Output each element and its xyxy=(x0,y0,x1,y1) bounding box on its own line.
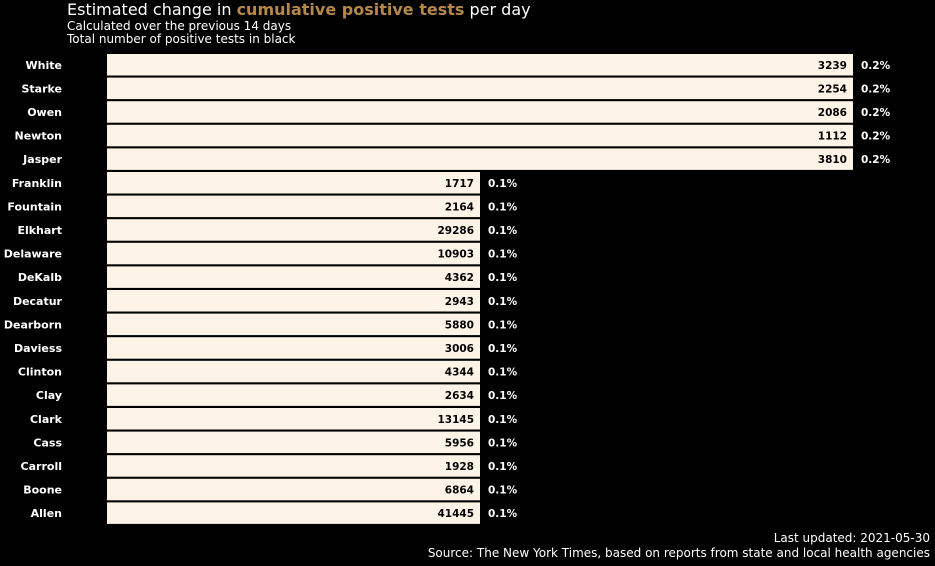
value-label: 0.2% xyxy=(861,83,891,95)
total-label: 5880 xyxy=(445,319,474,331)
chart-header: Estimated change in cumulative positive … xyxy=(67,2,531,46)
value-label: 0.1% xyxy=(488,367,518,379)
total-label: 2254 xyxy=(818,83,847,95)
total-label: 41445 xyxy=(437,508,474,520)
bar xyxy=(107,242,480,265)
bar xyxy=(107,266,480,288)
value-label: 0.1% xyxy=(488,390,518,402)
total-label: 2634 xyxy=(445,390,474,402)
category-label: Clinton xyxy=(18,366,62,379)
bar xyxy=(107,219,480,241)
category-label: Fountain xyxy=(7,200,62,213)
category-label: Daviess xyxy=(14,342,63,355)
category-label: Elkhart xyxy=(17,224,62,237)
value-label: 0.1% xyxy=(488,296,518,308)
source-note: Source: The New York Times, based on rep… xyxy=(427,546,930,560)
category-label: White xyxy=(26,59,62,72)
value-label: 0.1% xyxy=(488,343,518,355)
value-label: 0.1% xyxy=(488,461,518,473)
value-label: 0.1% xyxy=(488,437,518,449)
bar xyxy=(107,54,853,76)
value-label: 0.1% xyxy=(488,272,518,284)
bar xyxy=(107,337,480,359)
bar xyxy=(107,384,480,406)
title-suffix: per day xyxy=(464,0,531,19)
value-label: 0.1% xyxy=(488,178,518,190)
chart-subtitle: Calculated over the previous 14 days xyxy=(67,19,292,33)
bar xyxy=(107,172,480,194)
category-label: Jasper xyxy=(22,153,62,166)
bar xyxy=(107,101,853,123)
category-label: Boone xyxy=(23,484,62,497)
value-label: 0.2% xyxy=(861,154,891,166)
category-label: Franklin xyxy=(12,177,62,190)
value-label: 0.1% xyxy=(488,225,518,237)
category-label: Decatur xyxy=(13,295,63,308)
category-label: Clay xyxy=(36,389,62,402)
total-label: 2943 xyxy=(445,296,474,308)
category-label: Cass xyxy=(33,436,62,449)
total-label: 3006 xyxy=(445,343,474,355)
value-label: 0.1% xyxy=(488,319,518,331)
bar xyxy=(107,431,480,454)
total-label: 1112 xyxy=(818,131,847,143)
total-label: 2086 xyxy=(818,107,847,119)
total-label: 4362 xyxy=(445,272,474,284)
total-label: 1928 xyxy=(445,461,474,473)
total-label: 6864 xyxy=(445,485,474,497)
last-updated: Last updated: 2021-05-30 xyxy=(773,531,930,545)
bar xyxy=(107,455,480,477)
total-label: 5956 xyxy=(445,437,474,449)
bar xyxy=(107,195,480,218)
value-label: 0.1% xyxy=(488,414,518,426)
value-label: 0.1% xyxy=(488,249,518,261)
total-label: 2164 xyxy=(445,201,474,213)
category-label: Newton xyxy=(15,130,62,143)
bar xyxy=(107,148,853,170)
chart-footer: Last updated: 2021-05-30 Source: The New… xyxy=(428,531,930,561)
chart-title: Estimated change in cumulative positive … xyxy=(67,2,531,18)
total-label: 13145 xyxy=(437,414,474,426)
bar xyxy=(107,502,480,524)
total-label: 10903 xyxy=(437,249,474,261)
value-label: 0.1% xyxy=(488,485,518,497)
chart-subtitle-secondary: Total number of positive tests in black xyxy=(67,32,296,46)
category-label: Dearborn xyxy=(4,318,62,331)
value-label: 0.2% xyxy=(861,131,891,143)
bar xyxy=(107,313,480,336)
bar xyxy=(107,124,853,147)
category-label: Carroll xyxy=(21,460,62,473)
value-label: 0.2% xyxy=(861,60,891,72)
total-label: 4344 xyxy=(445,367,474,379)
total-label: 29286 xyxy=(437,225,474,237)
bar xyxy=(107,360,480,383)
bar xyxy=(107,408,480,430)
value-label: 0.1% xyxy=(488,201,518,213)
bar xyxy=(107,77,853,100)
category-label: Owen xyxy=(27,106,62,119)
total-label: 3239 xyxy=(818,60,847,72)
bar xyxy=(107,478,480,501)
total-label: 1717 xyxy=(445,178,474,190)
category-label: Delaware xyxy=(4,248,62,261)
value-label: 0.2% xyxy=(861,107,891,119)
total-label: 3810 xyxy=(818,154,847,166)
category-label: Starke xyxy=(21,82,62,95)
title-highlight: cumulative positive tests xyxy=(236,0,465,19)
category-label: Clark xyxy=(30,413,63,426)
bar xyxy=(107,290,480,312)
category-label: DeKalb xyxy=(18,271,62,284)
category-label: Allen xyxy=(31,507,62,520)
value-label: 0.1% xyxy=(488,508,518,520)
title-prefix: Estimated change in xyxy=(67,0,237,19)
